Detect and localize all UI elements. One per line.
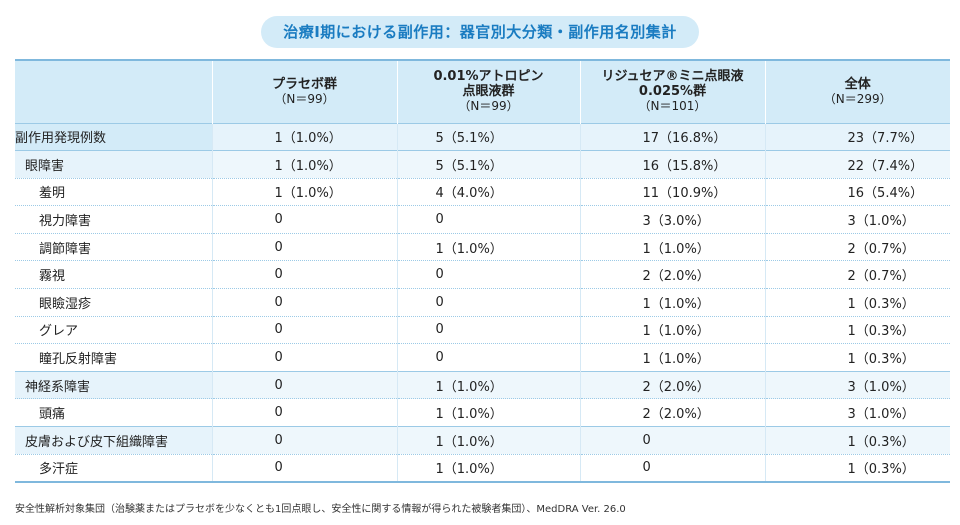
header-ryjusea-name: リジュセア®ミニ点眼液 xyxy=(601,69,744,85)
title-container: 治療Ⅰ期における副作用：器官別大分類・副作用名別集計 xyxy=(0,16,960,48)
row-value: 0 xyxy=(396,260,580,289)
row-value: 0 xyxy=(211,426,397,455)
row-value: 1（1.0%） xyxy=(396,370,580,399)
row-value: 3（1.0%） xyxy=(764,205,950,234)
header-overall: 全体 （N＝299） xyxy=(764,60,950,123)
table-row: 瞳孔反射障害 0 0 1（1.0%） 1（0.3%） xyxy=(15,343,950,372)
row-value: 2（0.7%） xyxy=(764,232,950,261)
row-value: 0 xyxy=(211,398,397,427)
table-row: グレア 0 0 1（1.0%） 1（0.3%） xyxy=(15,315,950,344)
row-value: 16（15.8%） xyxy=(579,150,765,179)
header-ryjusea-name2: 0.025%群 xyxy=(638,84,707,100)
row-label: グレア xyxy=(15,315,212,344)
row-value: 16（5.4%） xyxy=(764,177,950,206)
row-value: 1（0.3%） xyxy=(764,343,950,372)
table-row: 皮膚および皮下組織障害 0 1（1.0%） 0 1（0.3%） xyxy=(15,426,950,455)
table-row: 霧視 0 0 2（2.0%） 2（0.7%） xyxy=(15,260,950,289)
row-value: 5（5.1%） xyxy=(396,150,580,179)
row-value: 1（1.0%） xyxy=(396,426,580,455)
row-value: 4（4.0%） xyxy=(396,177,580,206)
row-value: 0 xyxy=(211,315,397,344)
row-value: 1（0.3%） xyxy=(764,453,950,483)
header-ryjusea: リジュセア®ミニ点眼液 0.025%群 （N＝101） xyxy=(579,60,765,123)
row-label: 調節障害 xyxy=(15,232,212,261)
row-value: 17（16.8%） xyxy=(579,122,765,151)
row-label: 眼障害 xyxy=(15,150,212,179)
row-value: 1（1.0%） xyxy=(211,177,397,206)
header-placebo-name: プラセボ群 xyxy=(271,76,337,92)
table-row: 副作用発現例数 1（1.0%） 5（5.1%） 17（16.8%） 23（7.7%） xyxy=(15,122,950,151)
row-label: 瞳孔反射障害 xyxy=(15,343,212,372)
table-row: 多汗症 0 1（1.0%） 0 1（0.3%） xyxy=(15,453,950,483)
header-empty-cell xyxy=(15,60,212,123)
row-value: 0 xyxy=(396,315,580,344)
row-value: 1（1.0%） xyxy=(579,315,765,344)
row-label: 副作用発現例数 xyxy=(15,122,212,151)
row-value: 3（3.0%） xyxy=(579,205,765,234)
row-value: 0 xyxy=(211,370,397,399)
row-value: 0 xyxy=(396,343,580,372)
row-value: 0 xyxy=(211,288,397,317)
table-row: 視力障害 0 0 3（3.0%） 3（1.0%） xyxy=(15,205,950,234)
row-value: 1（0.3%） xyxy=(764,426,950,455)
row-value: 1（1.0%） xyxy=(579,343,765,372)
row-value: 0 xyxy=(211,260,397,289)
row-value: 0 xyxy=(211,453,397,483)
footnote: 安全性解析対象集団（治験薬またはプラセボを少なくとも1回点眼し、安全性に関する情… xyxy=(15,504,626,515)
row-value: 2（2.0%） xyxy=(579,370,765,399)
row-value: 0 xyxy=(396,205,580,234)
table-header-row: プラセボ群 （N＝99） 0.01%アトロピン 点眼液群 （N＝99） リジュセ… xyxy=(15,60,950,123)
row-value: 2（2.0%） xyxy=(579,398,765,427)
row-value: 2（0.7%） xyxy=(764,260,950,289)
table-row: 頭痛 0 1（1.0%） 2（2.0%） 3（1.0%） xyxy=(15,398,950,427)
row-value: 1（1.0%） xyxy=(396,232,580,261)
row-value: 5（5.1%） xyxy=(396,122,580,151)
row-value: 1（0.3%） xyxy=(764,288,950,317)
row-label: 神経系障害 xyxy=(15,370,212,399)
row-label: 多汗症 xyxy=(15,453,212,483)
table-row: 調節障害 0 1（1.0%） 1（1.0%） 2（0.7%） xyxy=(15,232,950,261)
table-row: 眼瞼湿疹 0 0 1（1.0%） 1（0.3%） xyxy=(15,288,950,317)
header-overall-n: （N＝299） xyxy=(823,91,892,106)
header-atropine-name: 0.01%アトロピン xyxy=(433,69,544,85)
row-label: 霧視 xyxy=(15,260,212,289)
adverse-reactions-table: プラセボ群 （N＝99） 0.01%アトロピン 点眼液群 （N＝99） リジュセ… xyxy=(15,59,950,483)
row-value: 1（1.0%） xyxy=(579,288,765,317)
row-value: 0 xyxy=(579,426,765,455)
row-value: 0 xyxy=(211,343,397,372)
header-atropine-n: （N＝99） xyxy=(458,99,519,114)
row-label: 頭痛 xyxy=(15,398,212,427)
row-value: 1（1.0%） xyxy=(211,150,397,179)
row-value: 0 xyxy=(579,453,765,483)
header-placebo-n: （N＝99） xyxy=(274,91,335,106)
header-atropine: 0.01%アトロピン 点眼液群 （N＝99） xyxy=(396,60,580,123)
row-value: 0 xyxy=(211,232,397,261)
header-placebo: プラセボ群 （N＝99） xyxy=(211,60,397,123)
row-label: 羞明 xyxy=(15,177,212,206)
row-value: 0 xyxy=(396,288,580,317)
table-row: 眼障害 1（1.0%） 5（5.1%） 16（15.8%） 22（7.4%） xyxy=(15,150,950,179)
row-value: 1（1.0%） xyxy=(396,453,580,483)
row-value: 11（10.9%） xyxy=(579,177,765,206)
row-value: 0 xyxy=(211,205,397,234)
row-value: 1（1.0%） xyxy=(211,122,397,151)
header-overall-name: 全体 xyxy=(844,76,871,92)
row-value: 1（1.0%） xyxy=(396,398,580,427)
table-title: 治療Ⅰ期における副作用：器官別大分類・副作用名別集計 xyxy=(261,16,699,48)
row-label: 視力障害 xyxy=(15,205,212,234)
row-label: 皮膚および皮下組織障害 xyxy=(15,426,212,455)
row-value: 22（7.4%） xyxy=(764,150,950,179)
table-row: 羞明 1（1.0%） 4（4.0%） 11（10.9%） 16（5.4%） xyxy=(15,177,950,206)
table-body: 副作用発現例数 1（1.0%） 5（5.1%） 17（16.8%） 23（7.7%） 眼障… xyxy=(15,122,950,483)
row-value: 2（2.0%） xyxy=(579,260,765,289)
table-row: 神経系障害 0 1（1.0%） 2（2.0%） 3（1.0%） xyxy=(15,370,950,399)
header-ryjusea-n: （N＝101） xyxy=(638,99,707,114)
row-value: 23（7.7%） xyxy=(764,122,950,151)
row-value: 1（1.0%） xyxy=(579,232,765,261)
header-atropine-name2: 点眼液群 xyxy=(462,84,515,100)
row-value: 3（1.0%） xyxy=(764,370,950,399)
row-value: 3（1.0%） xyxy=(764,398,950,427)
row-value: 1（0.3%） xyxy=(764,315,950,344)
row-label: 眼瞼湿疹 xyxy=(15,288,212,317)
